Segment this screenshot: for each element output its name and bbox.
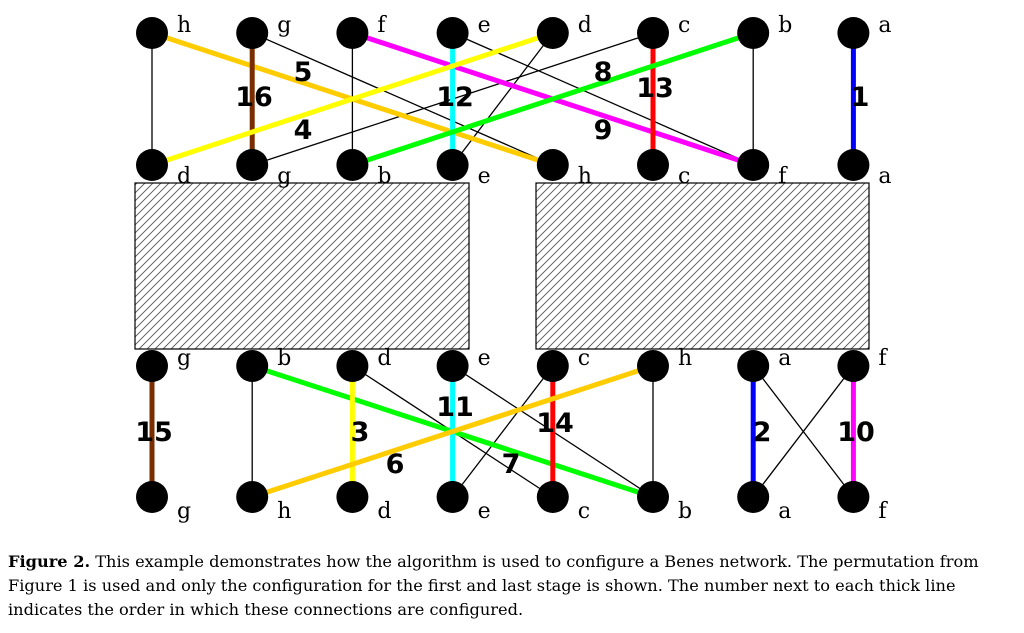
bottom-input-node-label: g — [177, 346, 191, 371]
bottom-order-label: 10 — [837, 417, 875, 448]
bottom-output-node-label: d — [377, 499, 391, 524]
top-input-node-label: e — [478, 13, 491, 38]
bottom-output-node — [536, 481, 569, 513]
top-output-node-label: e — [478, 164, 491, 189]
bottom-order-label: 11 — [436, 392, 474, 423]
top-order-label: 4 — [294, 115, 313, 146]
top-order-label: 1 — [851, 82, 870, 113]
left-subnetwork-box — [134, 182, 470, 350]
top-thick-connection — [151, 30, 554, 168]
top-input-node-label: h — [177, 13, 191, 38]
top-output-node — [136, 149, 168, 181]
top-output-node-label: h — [578, 164, 592, 189]
bottom-input-node — [236, 350, 269, 382]
top-input-node — [136, 17, 168, 49]
bottom-order-label: 14 — [536, 408, 574, 439]
bottom-order-label: 2 — [753, 417, 772, 448]
benes-network-diagram: h g f e d c b ad g b e h c f ag b d e c h a fg h d e c b a f 5169124… — [134, 13, 892, 524]
bottom-input-node-label: d — [377, 346, 391, 371]
top-input-node — [637, 17, 669, 49]
bottom-input-node-label: c — [578, 346, 590, 371]
figure-caption: Figure 2. This example demonstrates how … — [8, 550, 1020, 622]
top-input-node-label: d — [578, 13, 592, 38]
top-output-node-label: f — [778, 164, 788, 189]
top-input-node-label: b — [778, 13, 792, 38]
top-thin-connection — [452, 32, 754, 166]
bottom-order-label: 15 — [135, 417, 173, 448]
top-output-node — [837, 149, 870, 181]
top-output-node-label: a — [878, 164, 891, 189]
top-output-node — [436, 149, 469, 181]
top-output-node-label: b — [377, 164, 391, 189]
top-thin-connection — [452, 32, 554, 166]
bottom-output-node-label: b — [678, 499, 692, 524]
bottom-input-node-label: e — [478, 346, 491, 371]
bottom-order-label: 6 — [386, 449, 405, 480]
top-input-node-label: a — [878, 13, 891, 38]
top-input-node — [737, 17, 770, 49]
caption-label: Figure 2. — [8, 552, 91, 571]
top-output-node — [737, 149, 770, 181]
top-input-node — [536, 17, 569, 49]
bottom-output-node — [837, 481, 870, 513]
bottom-input-node — [637, 350, 669, 382]
top-order-label: 8 — [594, 57, 613, 88]
top-input-node — [436, 17, 469, 49]
bottom-input-node-label: a — [778, 346, 791, 371]
top-order-label: 13 — [636, 73, 674, 104]
top-output-node-label: c — [678, 164, 690, 189]
bottom-output-node-label: h — [277, 499, 291, 524]
bottom-output-node — [737, 481, 770, 513]
bottom-output-node-label: f — [878, 499, 888, 524]
bottom-output-node — [136, 481, 168, 513]
top-output-node — [536, 149, 569, 181]
bottom-output-node — [236, 481, 269, 513]
bottom-input-node-label: h — [678, 346, 692, 371]
bottom-output-node-label: c — [578, 499, 590, 524]
top-output-node — [236, 149, 269, 181]
bottom-input-node — [136, 350, 168, 382]
bottom-output-node — [637, 481, 669, 513]
bottom-order-label: 3 — [351, 417, 370, 448]
bottom-output-node — [436, 481, 469, 513]
top-order-label: 9 — [594, 115, 613, 146]
bottom-output-node-label: a — [778, 499, 791, 524]
bottom-output-node-label: e — [478, 499, 491, 524]
top-thin-connection — [251, 32, 554, 166]
top-output-node — [336, 149, 369, 181]
bottom-input-node — [536, 350, 569, 382]
top-order-label: 16 — [235, 82, 273, 113]
bottom-input-node-label: b — [277, 346, 291, 371]
bottom-order-label: 7 — [502, 449, 521, 480]
top-input-node-label: g — [277, 13, 291, 38]
bottom-input-node-label: f — [878, 346, 888, 371]
top-input-node-label: f — [377, 13, 387, 38]
bottom-input-node — [436, 350, 469, 382]
bottom-thin-connection — [752, 365, 854, 498]
top-output-node-label: g — [277, 164, 291, 189]
top-thick-connection — [351, 30, 754, 168]
bottom-thin-connection — [452, 365, 554, 498]
top-input-node-label: c — [678, 13, 690, 38]
top-order-label: 5 — [294, 57, 313, 88]
caption-text: This example demonstrates how the algori… — [8, 552, 979, 619]
bottom-output-node-label: g — [177, 499, 191, 524]
top-input-node — [837, 17, 870, 49]
bottom-input-node — [837, 350, 870, 382]
bottom-input-node — [336, 350, 369, 382]
top-output-node-label: d — [177, 164, 191, 189]
right-subnetwork-box — [535, 182, 870, 350]
bottom-thick-connection — [251, 363, 654, 500]
top-order-label: 12 — [436, 82, 474, 113]
top-input-node — [336, 17, 369, 49]
bottom-output-node — [336, 481, 369, 513]
top-output-node — [637, 149, 669, 181]
bottom-input-node — [737, 350, 770, 382]
top-input-node — [236, 17, 269, 49]
